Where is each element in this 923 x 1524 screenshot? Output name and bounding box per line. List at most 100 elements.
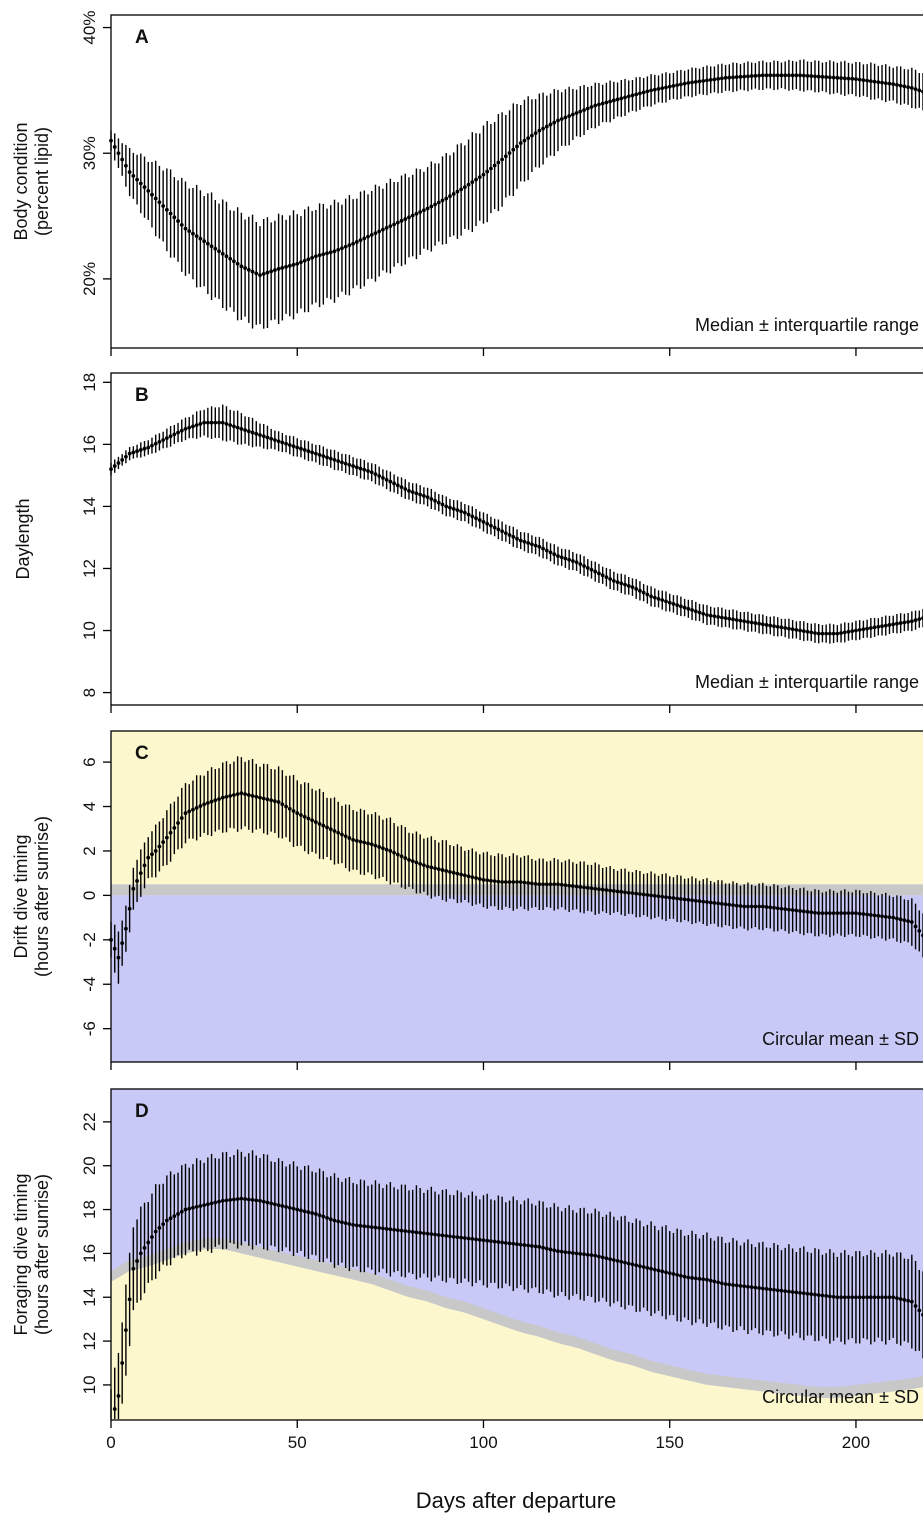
data-point <box>708 1278 713 1283</box>
data-point <box>123 1328 128 1333</box>
data-point <box>682 1274 687 1279</box>
data-point <box>865 78 870 83</box>
data-point <box>574 884 579 889</box>
data-point <box>775 1288 780 1293</box>
data-point <box>157 439 162 444</box>
data-point <box>898 1297 903 1301</box>
data-point <box>578 109 583 114</box>
data-point <box>220 420 225 425</box>
data-point <box>846 629 851 634</box>
data-point <box>570 112 575 117</box>
data-point <box>827 75 832 80</box>
data-point <box>138 448 143 452</box>
data-point <box>351 464 356 468</box>
panels: 20% 30% 40% Body condition (percent lipid) A M… <box>11 11 923 1428</box>
data-point <box>448 505 452 510</box>
data-point <box>131 1266 136 1271</box>
data-point <box>880 914 884 919</box>
data-point <box>764 623 769 627</box>
data-point <box>611 889 616 893</box>
data-point <box>898 83 903 88</box>
data-point <box>436 1233 441 1237</box>
data-point <box>719 901 724 906</box>
data-point <box>675 896 680 901</box>
data-point <box>157 1225 162 1230</box>
data-point <box>529 881 534 886</box>
data-point <box>846 76 851 81</box>
data-point <box>686 606 691 611</box>
data-point <box>362 467 367 472</box>
data-point <box>302 814 307 819</box>
data-point <box>742 904 747 909</box>
data-point <box>861 912 866 916</box>
data-point <box>299 260 303 265</box>
data-point <box>295 1207 300 1212</box>
data-point <box>388 849 393 853</box>
data-point <box>697 79 702 84</box>
data-point <box>459 1235 464 1240</box>
data-point <box>455 871 460 876</box>
data-point <box>291 444 296 449</box>
data-point <box>224 794 229 799</box>
data-point <box>343 461 348 466</box>
data-point <box>850 76 855 81</box>
y-tick-label: 10 <box>80 1375 99 1394</box>
data-point <box>738 74 743 79</box>
data-point <box>541 126 545 131</box>
data-point <box>798 628 802 633</box>
data-point <box>556 554 560 558</box>
data-point <box>749 1285 754 1290</box>
data-point <box>232 424 236 429</box>
data-point <box>813 631 817 635</box>
data-point <box>209 799 214 804</box>
data-point <box>395 852 400 857</box>
data-point <box>421 1231 426 1236</box>
data-point <box>801 629 806 634</box>
data-point <box>459 872 464 877</box>
data-point <box>332 1218 337 1223</box>
data-point <box>462 873 467 878</box>
data-point <box>414 211 419 216</box>
data-point <box>425 1231 430 1236</box>
data-point <box>392 1227 396 1232</box>
panel-note: Median ± interquartile range <box>695 672 919 692</box>
data-point <box>638 588 642 593</box>
y-tick-label: 40% <box>80 11 99 45</box>
data-point <box>306 257 311 262</box>
panel-note: Circular mean ± SD <box>762 1387 919 1407</box>
data-point <box>809 910 814 915</box>
data-point <box>217 249 221 254</box>
data-point <box>868 1295 873 1300</box>
data-point <box>474 876 478 880</box>
data-point <box>220 795 225 800</box>
data-point <box>168 434 173 439</box>
y-tick-label: 18 <box>80 1200 99 1219</box>
data-point <box>768 905 773 910</box>
data-point <box>686 80 691 85</box>
data-point <box>593 569 598 574</box>
data-point <box>660 598 665 603</box>
data-point <box>559 1249 564 1254</box>
data-point <box>533 131 538 136</box>
data-point <box>254 1198 259 1203</box>
data-point <box>489 166 493 171</box>
data-point <box>481 877 486 882</box>
data-point <box>358 238 363 243</box>
data-point <box>280 1204 285 1208</box>
data-point <box>544 548 549 553</box>
data-point <box>444 196 449 201</box>
y-tick-label: -2 <box>80 932 99 947</box>
x-tick-label: 100 <box>469 1433 497 1452</box>
data-point <box>850 629 855 634</box>
data-point <box>440 868 445 872</box>
data-point <box>485 169 490 174</box>
data-point <box>868 626 873 630</box>
data-point <box>660 86 665 91</box>
data-point <box>619 581 624 586</box>
data-point <box>570 1251 575 1255</box>
data-point <box>593 1253 598 1258</box>
data-point <box>366 841 370 846</box>
data-point <box>336 247 341 252</box>
data-point <box>112 464 117 468</box>
data-point <box>299 813 303 817</box>
